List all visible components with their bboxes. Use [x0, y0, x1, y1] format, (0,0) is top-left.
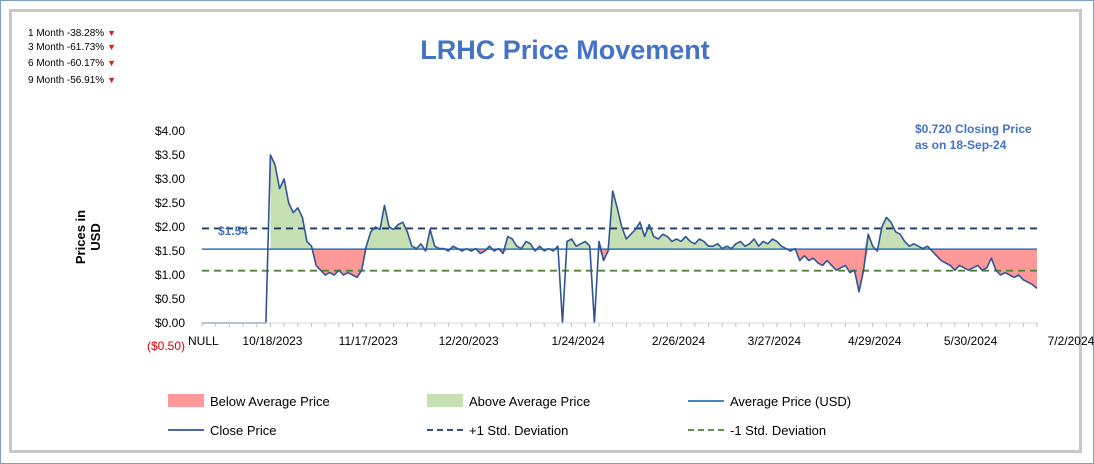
- down-arrow-icon: ▼: [107, 75, 117, 85]
- y-tick-label: $0.50: [155, 292, 185, 306]
- y-tick-label: $4.00: [155, 124, 185, 138]
- y-tick-label: $1.00: [155, 268, 185, 282]
- close-price-line: [202, 154, 1038, 324]
- legend-minus-std-label: -1 Std. Deviation: [730, 423, 826, 438]
- x-tick-label: 11/17/2023: [339, 334, 398, 348]
- chart-frame: [9, 9, 1082, 453]
- perf-9-month: 9 Month -56.91% ▼: [28, 75, 117, 86]
- x-tick-label: 10/18/2023: [242, 334, 302, 348]
- down-arrow-icon: ▼: [107, 28, 117, 38]
- legend-close-price-label: Close Price: [210, 423, 276, 438]
- y-tick-label: $3.00: [155, 172, 185, 186]
- closing-price-note: $0.720 Closing Price as on 18-Sep-24: [915, 121, 1032, 153]
- perf-6-month: 6 Month -60.17% ▼: [28, 58, 117, 69]
- legend-above-average-label: Above Average Price: [469, 394, 590, 409]
- x-tick-label: 2/26/2024: [652, 334, 706, 348]
- down-arrow-icon: ▼: [107, 58, 117, 68]
- below-average-area: [270, 249, 1037, 292]
- y-tick-label: $2.50: [155, 196, 185, 210]
- legend-above-average-swatch: [427, 394, 463, 407]
- y-tick-label: $3.50: [155, 148, 185, 162]
- y-tick-label: $0.00: [155, 316, 185, 330]
- x-tick-label: 3/27/2024: [748, 334, 802, 348]
- legend-below-average-label: Below Average Price: [210, 394, 330, 409]
- y-tick-label: $1.50: [155, 244, 185, 258]
- legend-below-average-swatch: [168, 394, 204, 407]
- average-price-label: $1.54: [218, 224, 249, 238]
- y-tick-label: $2.00: [155, 220, 185, 234]
- x-tick-label: 4/29/2024: [848, 334, 902, 348]
- perf-1-month: 1 Month -38.28% ▼: [28, 28, 117, 39]
- x-tick-label: 5/30/2024: [944, 334, 998, 348]
- perf-3-month: 3 Month -61.73% ▼: [28, 42, 117, 53]
- down-arrow-icon: ▼: [107, 42, 117, 52]
- x-tick-label: 12/20/2023: [439, 334, 499, 348]
- x-tick-label: NULL: [188, 334, 219, 348]
- closing-price-line: $0.720 Closing Price: [915, 122, 1032, 136]
- y-tick-label: ($0.50): [147, 339, 185, 353]
- x-tick-label: 7/2/2024: [1048, 334, 1094, 348]
- x-tick-label: 1/24/2024: [551, 334, 605, 348]
- closing-date-line: as on 18-Sep-24: [915, 138, 1007, 152]
- chart-title: LRHC Price Movement: [420, 35, 710, 65]
- legend-average-price-label: Average Price (USD): [730, 394, 851, 409]
- legend-plus-std-label: +1 Std. Deviation: [469, 423, 568, 438]
